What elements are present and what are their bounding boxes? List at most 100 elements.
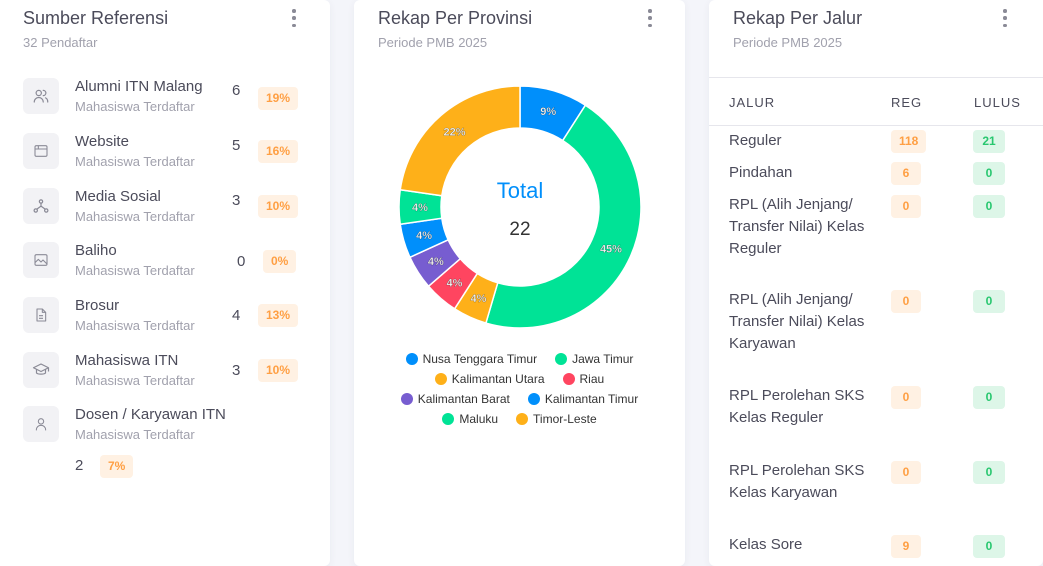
source-desc: Mahasiswa Terdaftar: [75, 154, 195, 169]
donut-slice[interactable]: [399, 86, 521, 197]
image-icon: [23, 242, 59, 278]
lulus-badge: 0: [973, 461, 1005, 484]
legend-dot: [434, 373, 447, 385]
source-percent-badge: 10%: [258, 359, 299, 382]
legend-label: Timor-Leste: [533, 412, 597, 426]
jalur-name: RPL Perolehan SKS Kelas Reguler: [729, 387, 865, 426]
jalur-name: RPL (Alih Jenjang/ Transfer Nilai) Kelas…: [729, 196, 865, 257]
source-name: Media Sosial: [75, 188, 161, 205]
donut-data-label: 4%: [471, 293, 487, 305]
chart-legend-row: Nusa Tenggara Timur Jawa Timur: [354, 352, 685, 366]
source-percent-badge: 7%: [100, 455, 134, 478]
source-row-brosur: Brosur Mahasiswa Terdaftar 4 13%: [23, 297, 313, 345]
source-desc: Mahasiswa Terdaftar: [75, 263, 195, 278]
column-header-jalur: JALUR: [729, 95, 776, 110]
legend-dot: [562, 373, 575, 385]
donut-data-label: 22%: [443, 126, 465, 138]
donut-data-label: 4%: [416, 230, 432, 242]
source-count: 0: [237, 253, 246, 270]
legend-item[interactable]: Kalimantan Barat: [400, 392, 510, 406]
source-row-dosen-karyawan: Dosen / Karyawan ITN Mahasiswa Terdaftar…: [23, 406, 313, 481]
donut-data-label: 4%: [412, 202, 428, 214]
legend-item[interactable]: Riau: [562, 372, 605, 386]
source-row-mahasiswa-itn: Mahasiswa ITN Mahasiswa Terdaftar 3 10%: [23, 352, 313, 400]
reg-badge: 9: [891, 535, 921, 558]
lulus-badge: 0: [973, 162, 1005, 185]
card-title: Rekap Per Jalur: [733, 8, 863, 28]
lulus-badge: 21: [973, 130, 1005, 153]
donut-data-label: 9%: [540, 106, 556, 118]
lulus-badge: 0: [973, 386, 1005, 409]
source-count: 3: [232, 192, 241, 209]
source-desc: Mahasiswa Terdaftar: [75, 209, 195, 224]
card-subtitle: Periode PMB 2025: [733, 35, 843, 50]
reg-badge: 0: [891, 461, 921, 484]
source-row-baliho: Baliho Mahasiswa Terdaftar 0 0%: [23, 242, 313, 290]
donut-center-value: 22: [509, 219, 530, 240]
chart-legend-row: Maluku Timor-Leste: [354, 412, 685, 426]
jalur-name: Reguler: [729, 132, 782, 149]
source-count: 3: [232, 362, 241, 379]
card-subtitle: 32 Pendaftar: [23, 35, 98, 50]
source-row-media-sosial: Media Sosial Mahasiswa Terdaftar 3 10%: [23, 188, 313, 236]
user-icon: [23, 406, 59, 442]
legend-item[interactable]: Maluku: [442, 412, 498, 426]
source-count: 5: [232, 137, 241, 154]
browser-icon: [23, 133, 59, 169]
legend-label: Riau: [579, 372, 605, 386]
legend-label: Maluku: [459, 412, 499, 426]
rekap-jalur-card: Rekap Per Jalur Periode PMB 2025 JALUR R…: [709, 0, 1043, 566]
source-name: Mahasiswa ITN: [75, 352, 179, 369]
legend-dot: [442, 413, 455, 425]
legend-label: Nusa Tenggara Timur: [422, 352, 538, 366]
reg-badge: 0: [891, 195, 921, 218]
more-vertical-icon[interactable]: [647, 9, 653, 27]
donut-chart: 9%45%4%4%4%4%4%22% Total 22: [399, 86, 641, 328]
donut-data-label: 4%: [428, 256, 444, 268]
source-name: Dosen / Karyawan ITN: [75, 406, 226, 423]
source-count: 2: [75, 457, 84, 474]
jalur-name: Kelas Sore: [729, 536, 803, 553]
card-title: Rekap Per Provinsi: [378, 8, 533, 28]
lulus-badge: 0: [973, 195, 1005, 218]
source-name: Website: [75, 133, 129, 150]
legend-item[interactable]: Kalimantan Utara: [434, 372, 545, 386]
source-name: Brosur: [75, 297, 120, 314]
users-icon: [23, 78, 59, 114]
table-header: JALUR REG LULUS: [709, 77, 1043, 126]
reg-badge: 6: [891, 162, 921, 185]
more-vertical-icon[interactable]: [1002, 9, 1008, 27]
legend-dot: [516, 413, 529, 425]
legend-dot: [527, 393, 540, 405]
legend-dot: [555, 353, 568, 365]
more-vertical-icon[interactable]: [291, 9, 297, 27]
card-subtitle: Periode PMB 2025: [378, 35, 488, 50]
donut-slice[interactable]: [484, 104, 641, 328]
lulus-badge: 0: [973, 535, 1005, 558]
source-row-website: Website Mahasiswa Terdaftar 5 16%: [23, 133, 313, 181]
sumber-referensi-card: Sumber Referensi 32 Pendaftar Alumni ITN…: [0, 0, 330, 566]
source-name: Baliho: [75, 242, 117, 259]
jalur-name: RPL (Alih Jenjang/ Transfer Nilai) Kelas…: [729, 291, 865, 352]
source-percent-badge: 16%: [258, 140, 299, 163]
legend-label: Kalimantan Utara: [451, 372, 545, 386]
legend-item[interactable]: Jawa Timur: [555, 352, 633, 366]
source-count: 6: [232, 82, 241, 99]
reg-badge: 0: [891, 386, 921, 409]
legend-item[interactable]: Kalimantan Timur: [527, 392, 639, 406]
lulus-badge: 0: [973, 290, 1005, 313]
jalur-name: Pindahan: [729, 164, 793, 181]
rekap-provinsi-card: Rekap Per Provinsi Periode PMB 2025 9% 45…: [354, 0, 685, 566]
document-icon: [23, 297, 59, 333]
legend-label: Kalimantan Timur: [544, 392, 639, 406]
graduation-cap-icon: [23, 352, 59, 388]
source-desc: Mahasiswa Terdaftar: [75, 99, 195, 114]
legend-item[interactable]: Timor-Leste: [516, 412, 597, 426]
donut-center-label: Total: [497, 178, 543, 203]
card-title: Sumber Referensi: [23, 8, 169, 28]
legend-item[interactable]: Nusa Tenggara Timur: [405, 352, 538, 366]
chart-legend-row: Kalimantan Barat Kalimantan Timur: [354, 392, 685, 406]
donut-data-label: 45%: [600, 244, 622, 256]
source-percent-badge: 10%: [258, 195, 299, 218]
column-header-lulus: LULUS: [974, 95, 1021, 110]
